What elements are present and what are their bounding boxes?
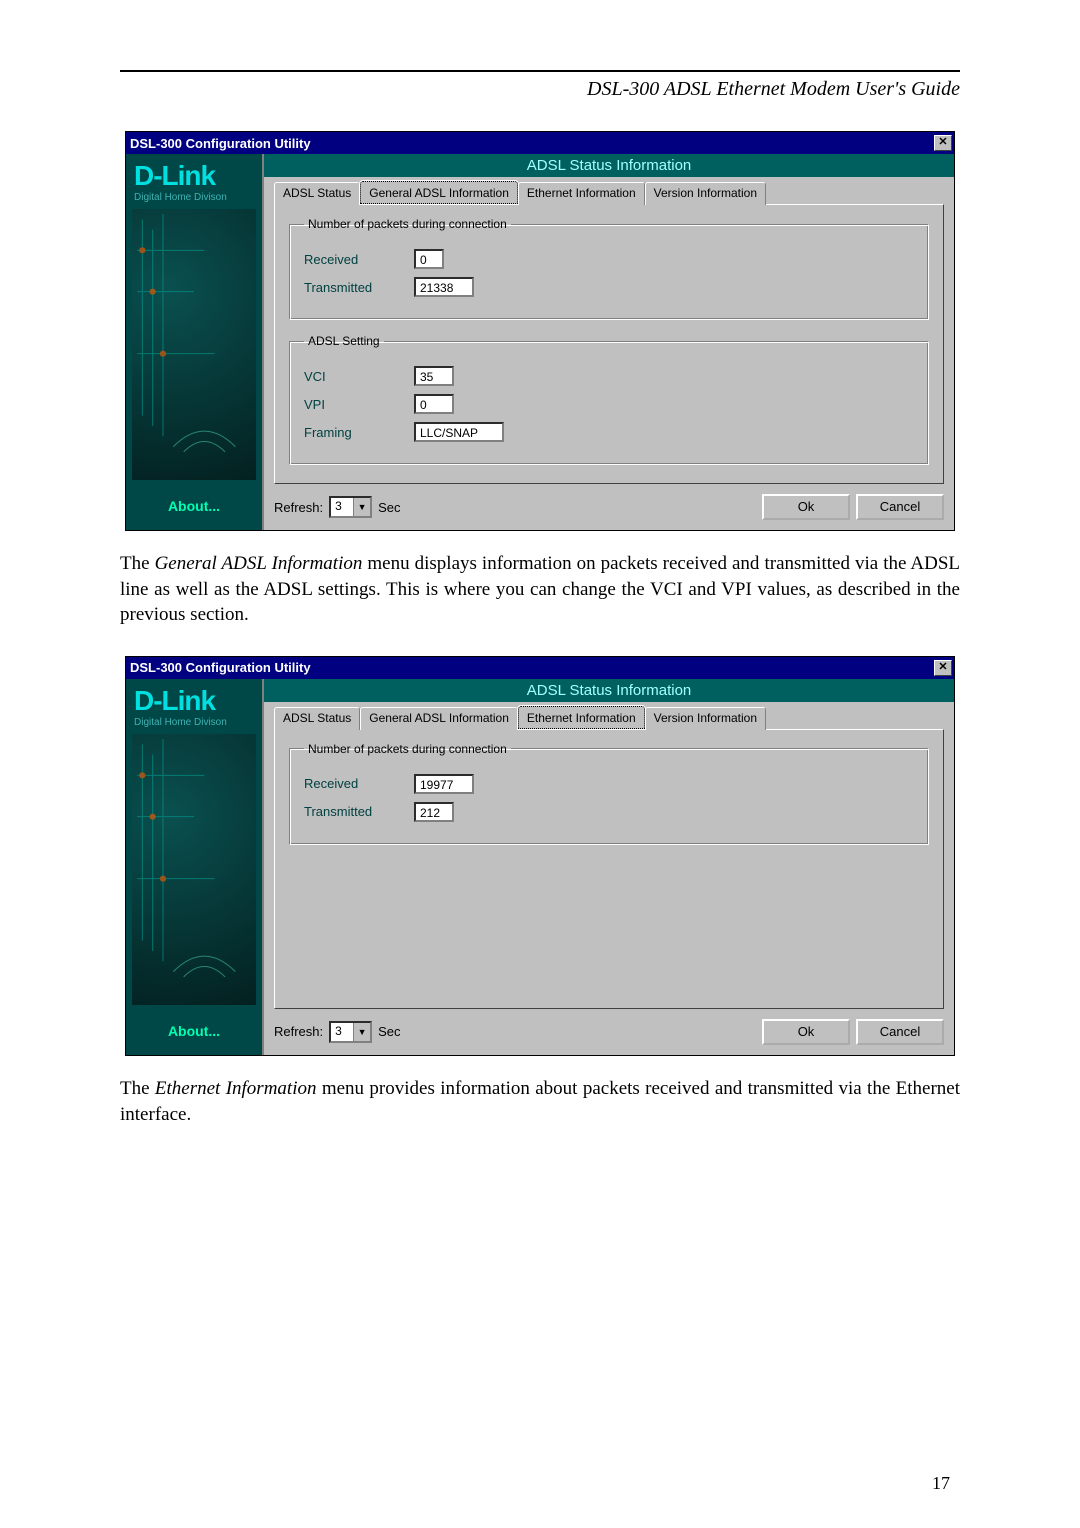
panel-title: ADSL Status Information xyxy=(264,154,954,177)
panel-title-2: ADSL Status Information xyxy=(264,679,954,702)
ok-button-2[interactable]: Ok xyxy=(762,1019,850,1045)
logo-text-2: D-Link xyxy=(134,685,254,717)
brand-logo-2: D-Link Digital Home Divison xyxy=(126,679,262,728)
refresh-dropdown[interactable]: 3 ▼ xyxy=(329,496,372,518)
label-vci: VCI xyxy=(304,369,414,384)
paragraph-2: The Ethernet Information menu provides i… xyxy=(120,1076,960,1127)
label-vpi: VPI xyxy=(304,397,414,412)
tab-version-info-2[interactable]: Version Information xyxy=(645,707,766,730)
cancel-button[interactable]: Cancel xyxy=(856,494,944,520)
label-framing: Framing xyxy=(304,425,414,440)
sidebar: D-Link Digital Home Divison Abou xyxy=(126,154,262,530)
label-transmitted-2: Transmitted xyxy=(304,804,414,819)
tab-panel: Number of packets during connection Rece… xyxy=(274,204,944,484)
para1-a: The xyxy=(120,553,155,574)
value-transmitted-2: 212 xyxy=(414,802,454,822)
sec-label-2: Sec xyxy=(378,1024,400,1039)
refresh-dropdown-2[interactable]: 3 ▼ xyxy=(329,1021,372,1043)
group-packets: Number of packets during connection Rece… xyxy=(289,217,929,320)
logo-subtext-2: Digital Home Divison xyxy=(134,717,254,728)
label-transmitted: Transmitted xyxy=(304,280,414,295)
label-received: Received xyxy=(304,252,414,267)
para2-a: The xyxy=(120,1078,155,1099)
tab-panel-2: Number of packets during connection Rece… xyxy=(274,729,944,1009)
titlebar-2: DSL-300 Configuration Utility ✕ xyxy=(126,657,954,679)
value-transmitted: 21338 xyxy=(414,277,474,297)
refresh-value: 3 xyxy=(331,498,353,516)
tab-general-adsl-2[interactable]: General ADSL Information xyxy=(360,707,518,730)
refresh-label-2: Refresh: xyxy=(274,1024,323,1039)
page-number: 17 xyxy=(932,1473,950,1494)
para2-em: Ethernet Information xyxy=(155,1078,317,1099)
group-adsl-legend: ADSL Setting xyxy=(304,334,384,348)
value-framing[interactable]: LLC/SNAP xyxy=(414,422,504,442)
paragraph-1: The General ADSL Information menu displa… xyxy=(120,551,960,628)
tab-ethernet-info-2[interactable]: Ethernet Information xyxy=(518,706,645,729)
tab-strip: ADSL Status General ADSL Information Eth… xyxy=(274,181,944,204)
group-packets-legend: Number of packets during connection xyxy=(304,217,511,231)
sidebar-2: D-Link Digital Home Divison Abou xyxy=(126,679,262,1055)
group-packets-legend-2: Number of packets during connection xyxy=(304,742,511,756)
tab-version-info[interactable]: Version Information xyxy=(645,182,766,205)
refresh-value-2: 3 xyxy=(331,1023,353,1041)
group-adsl-setting: ADSL Setting VCI 35 VPI 0 Framing LLC/SN… xyxy=(289,334,929,465)
sidebar-graphic xyxy=(132,209,256,480)
value-received: 0 xyxy=(414,249,444,269)
bottom-bar: Refresh: 3 ▼ Sec Ok Cancel xyxy=(274,494,944,520)
tab-general-adsl[interactable]: General ADSL Information xyxy=(360,181,518,204)
value-vpi[interactable]: 0 xyxy=(414,394,454,414)
brand-logo: D-Link Digital Home Divison xyxy=(126,154,262,203)
close-icon-2[interactable]: ✕ xyxy=(934,660,952,676)
close-icon[interactable]: ✕ xyxy=(934,135,952,151)
window-title-2: DSL-300 Configuration Utility xyxy=(130,660,311,675)
para1-em: General ADSL Information xyxy=(155,553,363,574)
refresh-label: Refresh: xyxy=(274,500,323,515)
value-received-2: 19977 xyxy=(414,774,474,794)
titlebar: DSL-300 Configuration Utility ✕ xyxy=(126,132,954,154)
group-packets-2: Number of packets during connection Rece… xyxy=(289,742,929,845)
tab-adsl-status[interactable]: ADSL Status xyxy=(274,182,360,205)
tab-strip-2: ADSL Status General ADSL Information Eth… xyxy=(274,706,944,729)
about-link-2[interactable]: About... xyxy=(126,1009,262,1055)
tab-ethernet-info[interactable]: Ethernet Information xyxy=(518,182,645,205)
value-vci[interactable]: 35 xyxy=(414,366,454,386)
page-header: DSL-300 ADSL Ethernet Modem User's Guide xyxy=(120,78,960,101)
header-rule xyxy=(120,70,960,72)
logo-text: D-Link xyxy=(134,160,254,192)
sec-label: Sec xyxy=(378,500,400,515)
chevron-down-icon-2[interactable]: ▼ xyxy=(353,1023,370,1041)
about-link[interactable]: About... xyxy=(126,484,262,530)
ok-button[interactable]: Ok xyxy=(762,494,850,520)
label-received-2: Received xyxy=(304,776,414,791)
chevron-down-icon[interactable]: ▼ xyxy=(353,498,370,516)
bottom-bar-2: Refresh: 3 ▼ Sec Ok Cancel xyxy=(274,1019,944,1045)
dialog-ethernet-info: DSL-300 Configuration Utility ✕ D-Link D… xyxy=(125,656,955,1056)
sidebar-graphic-2 xyxy=(132,734,256,1005)
logo-subtext: Digital Home Divison xyxy=(134,192,254,203)
cancel-button-2[interactable]: Cancel xyxy=(856,1019,944,1045)
dialog-general-adsl: DSL-300 Configuration Utility ✕ D-Link D… xyxy=(125,131,955,531)
window-title: DSL-300 Configuration Utility xyxy=(130,136,311,151)
tab-adsl-status-2[interactable]: ADSL Status xyxy=(274,707,360,730)
